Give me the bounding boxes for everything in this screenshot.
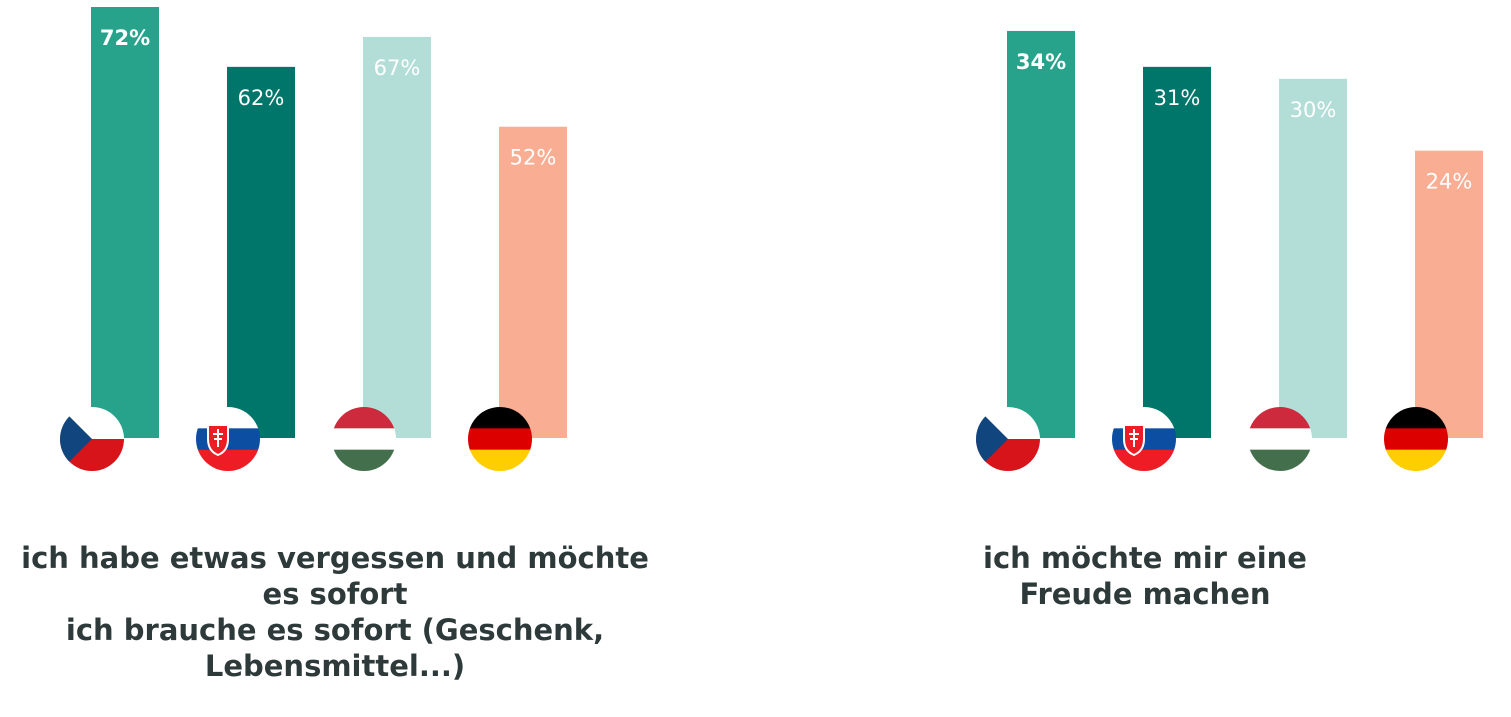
flag-stripe xyxy=(1248,407,1312,429)
flag xyxy=(1384,407,1448,471)
flag xyxy=(196,407,260,471)
flag-cross xyxy=(213,429,223,447)
flag xyxy=(976,407,1040,471)
data-label: 62% xyxy=(238,86,285,110)
flag-triangle xyxy=(976,407,1008,471)
flag xyxy=(332,407,396,471)
flag-stripe xyxy=(468,407,532,429)
data-label: 67% xyxy=(374,56,421,80)
bar xyxy=(1143,66,1211,438)
flag-cross xyxy=(1129,429,1139,447)
flag xyxy=(468,407,532,471)
flag xyxy=(1112,407,1176,471)
flag xyxy=(1248,407,1312,471)
bar xyxy=(499,126,567,438)
flag-stripe xyxy=(332,428,396,451)
bar xyxy=(363,36,431,439)
data-label: 52% xyxy=(510,146,557,170)
flag-stripe xyxy=(1248,449,1312,471)
data-label: 31% xyxy=(1154,86,1201,110)
flag-stripe xyxy=(468,449,532,471)
bar xyxy=(1279,78,1347,438)
bar xyxy=(1415,150,1483,438)
chart-title: ich möchte mir eine Freude machen xyxy=(983,541,1307,611)
bar xyxy=(227,66,295,438)
flag-stripe xyxy=(468,428,532,451)
flag-stripe xyxy=(1112,449,1176,471)
data-label: 30% xyxy=(1290,98,1337,122)
flag-stripe xyxy=(1384,428,1448,451)
data-label: 72% xyxy=(100,26,150,50)
flag-triangle xyxy=(60,407,92,471)
flag-stripe xyxy=(1112,407,1176,429)
flag-stripe xyxy=(1248,428,1312,451)
flag-stripe xyxy=(1384,407,1448,429)
flag-stripe xyxy=(1384,449,1448,471)
flag-stripe xyxy=(196,407,260,429)
flag-stripe xyxy=(332,449,396,471)
data-label: 34% xyxy=(1016,50,1066,74)
bar xyxy=(1007,30,1075,438)
data-label: 24% xyxy=(1426,170,1473,194)
bar xyxy=(91,7,159,438)
chart-title: ich habe etwas vergessen und möchte es s… xyxy=(21,541,649,683)
flag xyxy=(60,407,124,471)
flag-stripe xyxy=(196,449,260,471)
flag-stripe xyxy=(332,407,396,429)
